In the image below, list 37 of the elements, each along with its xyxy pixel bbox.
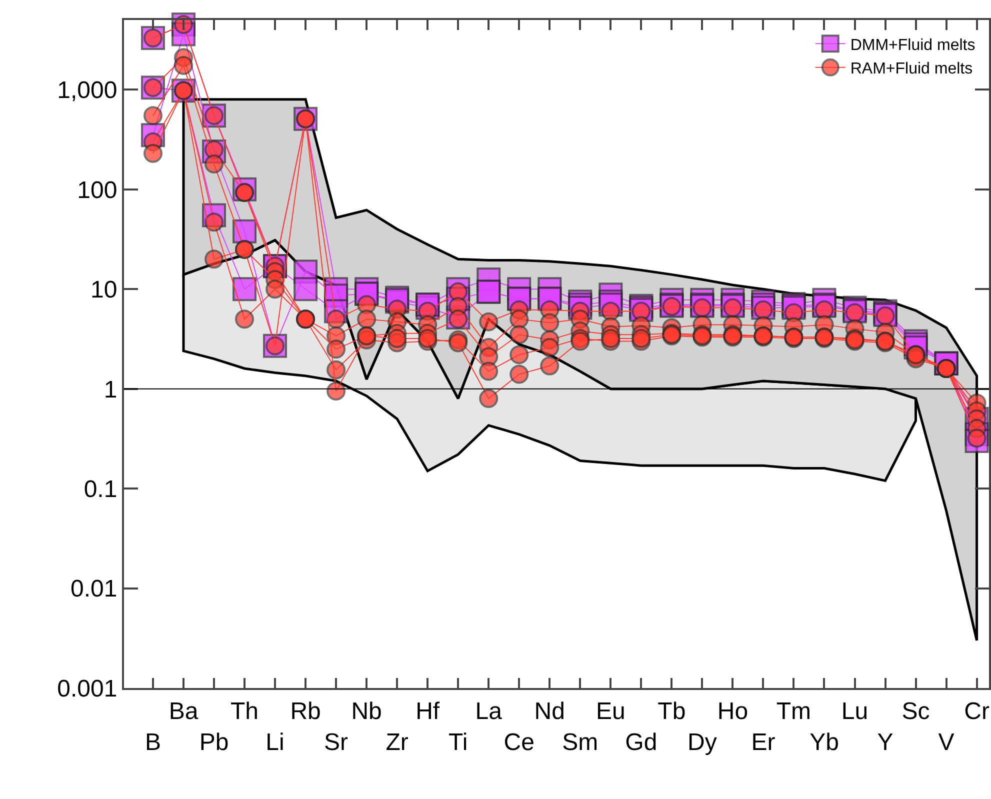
x-tick-label: Y: [877, 729, 894, 756]
x-tick-label: Sr: [324, 729, 348, 756]
x-tick-label: Lu: [841, 698, 868, 725]
x-tick-label: Er: [751, 729, 776, 756]
x-tick-label: Sc: [902, 698, 930, 725]
x-tick-label: Nb: [351, 698, 382, 725]
y-tick-label: 0.01: [70, 576, 118, 603]
x-tick-label: Li: [266, 729, 284, 756]
x-tick-label: Nd: [534, 698, 565, 725]
x-tick-label: Eu: [596, 698, 626, 725]
y-tick-label: 0.001: [57, 675, 118, 702]
x-tick-label: Sm: [562, 729, 598, 756]
x-tick-label: Cr: [964, 698, 990, 725]
legend-label: RAM+Fluid melts: [850, 60, 973, 78]
legend-label: DMM+Fluid melts: [850, 36, 976, 54]
y-tick-label: 1: [104, 376, 118, 404]
x-tick-label: Tm: [776, 698, 812, 725]
x-tick-label: Yb: [810, 729, 839, 756]
x-tick-label: Ho: [717, 698, 748, 725]
x-tick-label: V: [938, 729, 954, 756]
y-tick-label: 1,000: [57, 77, 118, 104]
y-tick-label: 10: [90, 276, 118, 304]
x-tick-label: La: [475, 698, 503, 725]
x-tick-label: Gd: [625, 729, 658, 756]
x-tick-label: Ti: [448, 729, 468, 756]
x-tick-label: Ba: [168, 698, 199, 725]
x-tick-label: Tb: [658, 698, 686, 725]
x-tick-label: Hf: [416, 698, 440, 725]
x-tick-label: Dy: [688, 729, 717, 756]
x-tick-label: Zr: [386, 729, 408, 756]
x-tick-label: Pb: [199, 729, 229, 756]
y-tick-label: 0.1: [84, 476, 118, 503]
x-tick-label: B: [144, 729, 161, 756]
x-tick-label: Th: [230, 698, 259, 725]
y-tick-label: 100: [77, 176, 118, 204]
x-tick-label: Ce: [504, 729, 534, 756]
x-tick-label: Rb: [290, 698, 321, 725]
